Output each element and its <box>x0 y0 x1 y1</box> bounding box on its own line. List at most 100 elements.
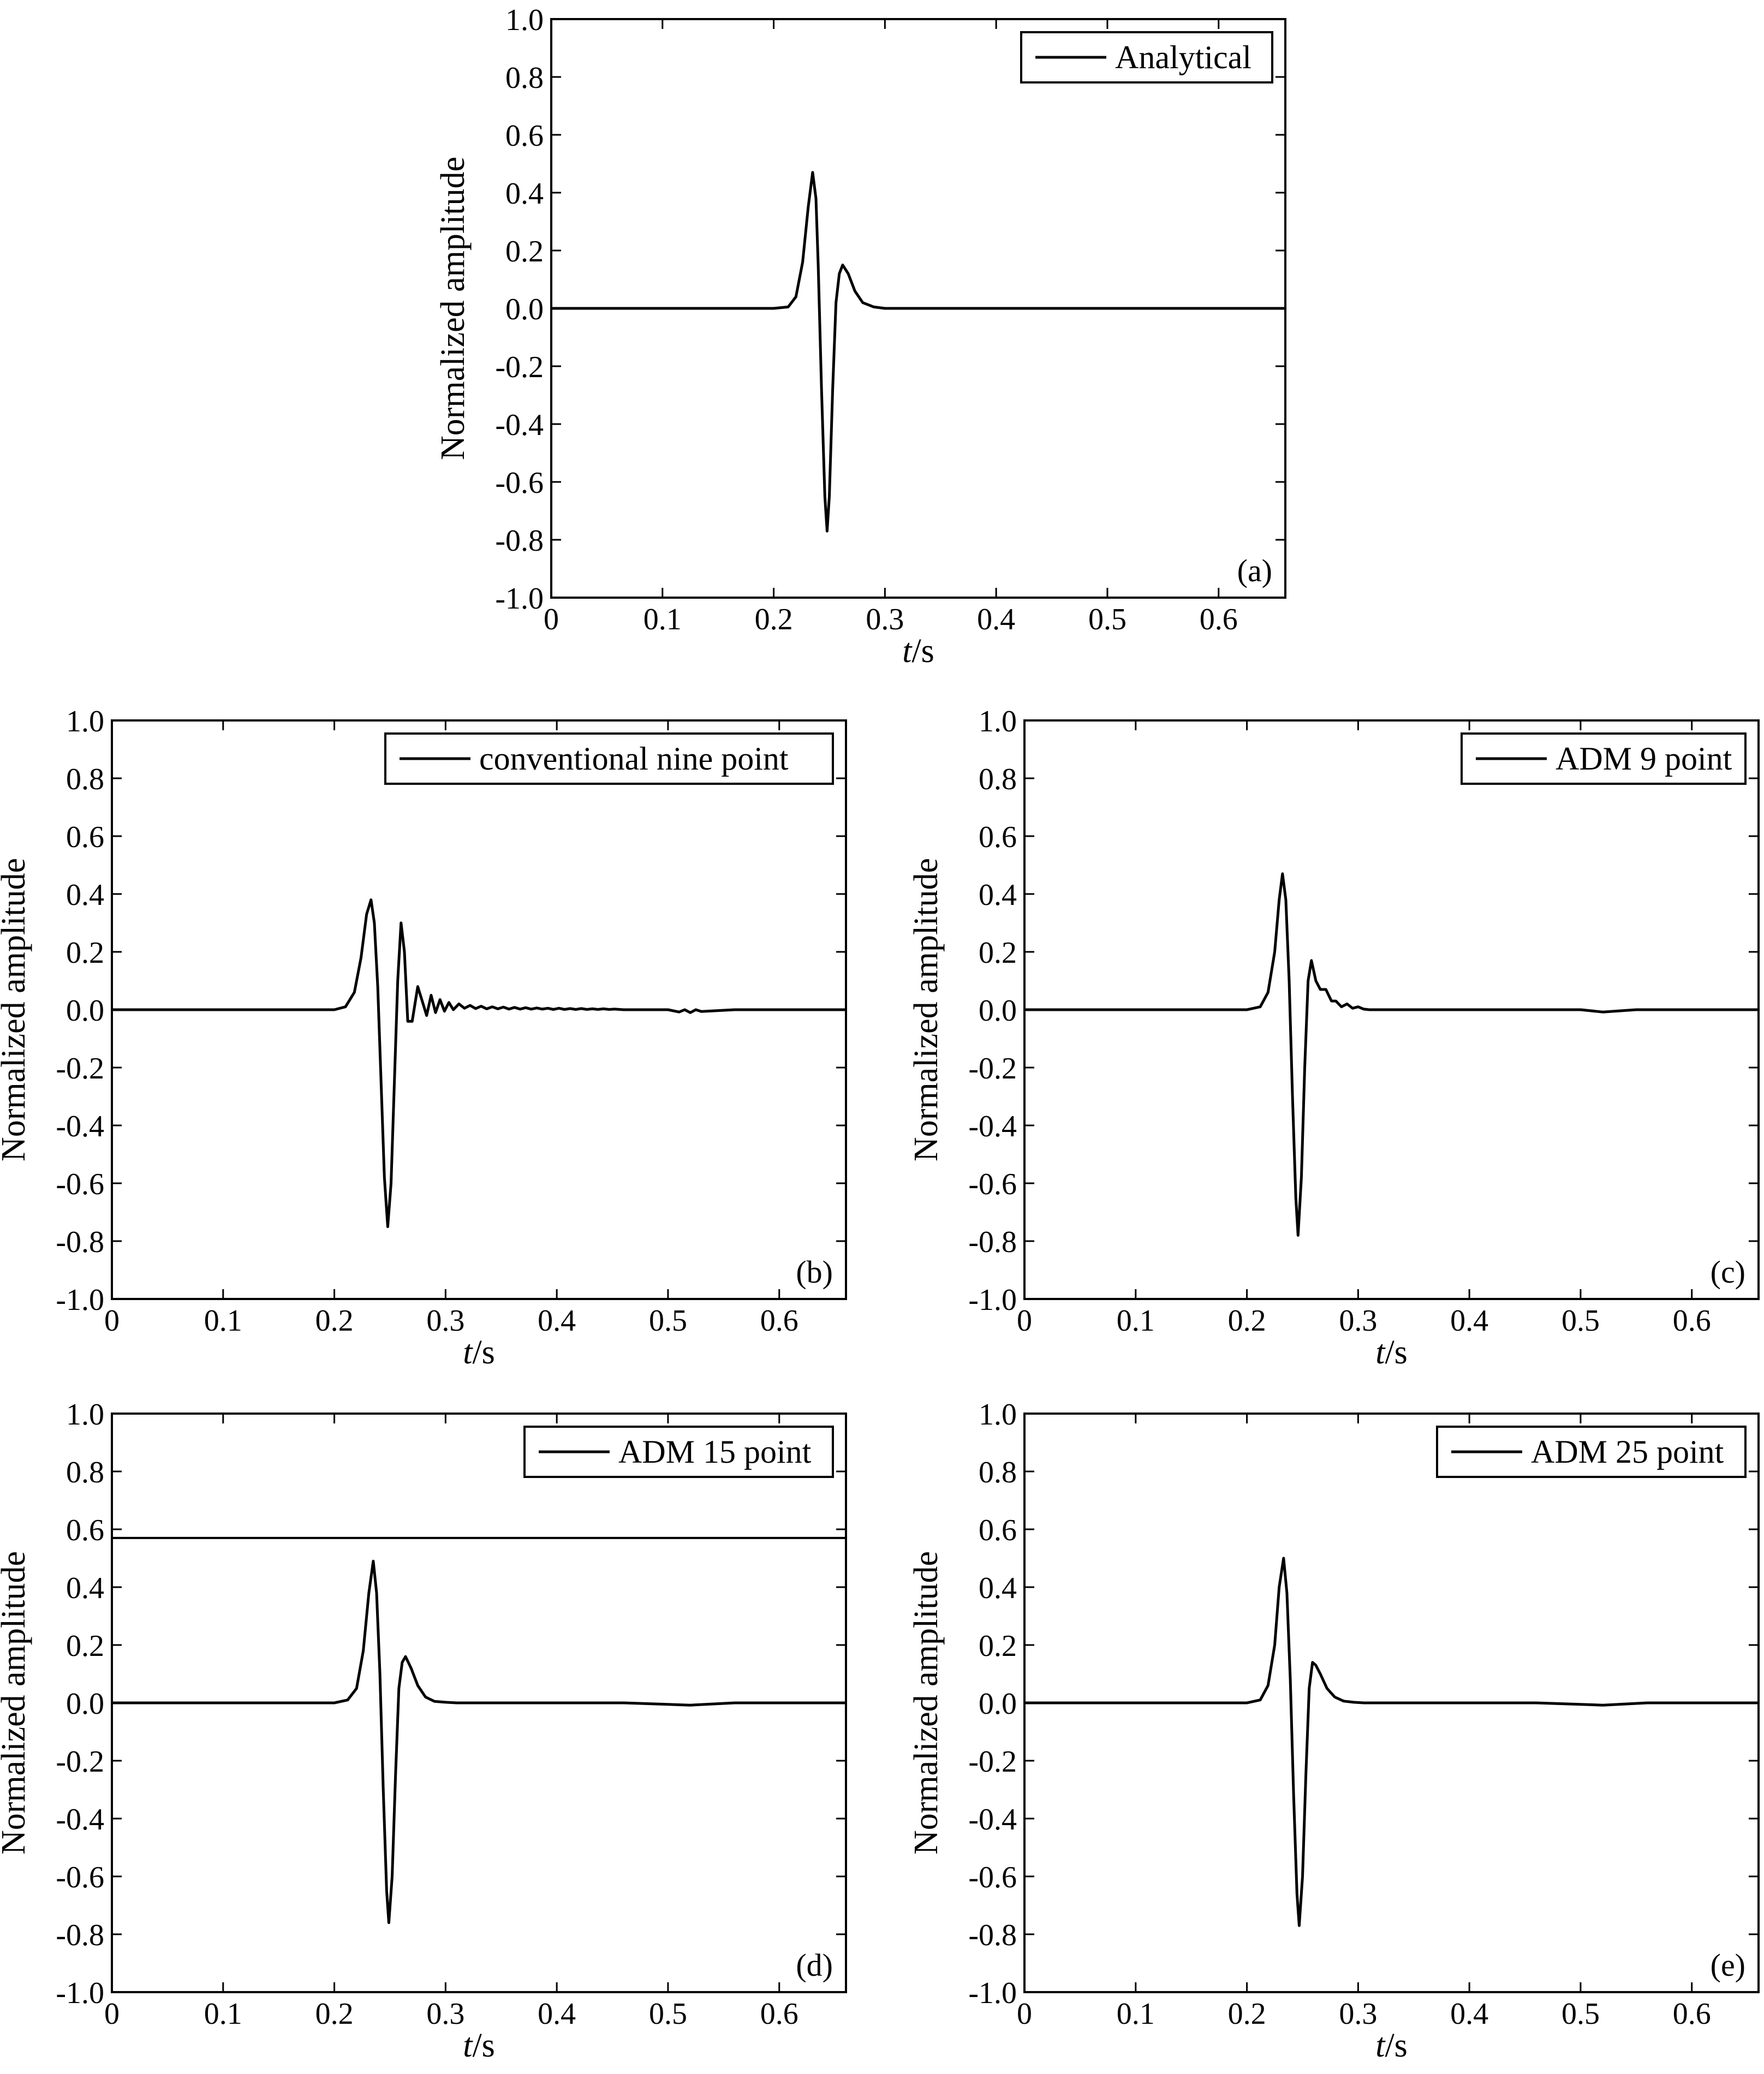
x-tick-label: 0.5 <box>649 1997 687 2031</box>
y-tick-label: -1.0 <box>495 582 544 616</box>
legend: ADM 15 point <box>523 1426 834 1478</box>
x-tick-label: 0 <box>104 1304 120 1338</box>
x-axis-label: t/s <box>463 2027 495 2064</box>
x-tick-label: 0.4 <box>538 1997 576 2031</box>
legend: conventional nine point <box>384 732 834 785</box>
y-tick-label: 0.2 <box>979 936 1017 970</box>
x-tick-label: 0.2 <box>1228 1997 1266 2031</box>
y-tick-label: 0.0 <box>979 994 1017 1028</box>
y-tick-label: -1.0 <box>968 1283 1017 1317</box>
y-tick-label: -0.8 <box>968 1918 1017 1952</box>
x-tick-label: 0.5 <box>1088 603 1127 636</box>
x-tick-label: 0.1 <box>204 1304 242 1338</box>
chart-panel-0: 1.0 0.8 0.6 0.4 0.2 0.0 -0.2 -0.4 -0.6 -0.8 -1.00 0… <box>434 3 1286 670</box>
x-tick-label: 0.3 <box>1339 1304 1377 1338</box>
y-axis-label: Normalized amplitude <box>908 1551 945 1855</box>
panel-label: (a) <box>1237 553 1272 588</box>
y-tick-label: -0.8 <box>495 524 544 558</box>
series-line <box>112 898 846 1228</box>
x-tick-label: 0.1 <box>1117 1304 1155 1338</box>
x-tick-label: 0.6 <box>760 1304 798 1338</box>
y-tick-label: -0.2 <box>495 350 544 384</box>
x-tick-label: 0.2 <box>315 1304 354 1338</box>
x-tick-label: 0.5 <box>1562 1997 1600 2031</box>
y-tick-label: -0.4 <box>56 1110 104 1143</box>
legend-entry: conventional nine point <box>479 741 789 777</box>
y-tick-label: 0.6 <box>979 820 1017 854</box>
y-tick-label: -0.6 <box>495 466 544 500</box>
y-tick-label: 1.0 <box>66 705 104 738</box>
x-tick-label: 0 <box>104 1997 120 2031</box>
y-tick-label: -0.8 <box>56 1225 104 1259</box>
x-axis-label: t/s <box>1375 2027 1408 2064</box>
x-tick-label: 0.1 <box>643 603 682 636</box>
y-axis-label: Normalized amplitude <box>908 858 945 1161</box>
x-tick-label: 0.5 <box>649 1304 687 1338</box>
y-tick-label: 0.2 <box>66 936 104 970</box>
y-tick-label: 0.4 <box>979 878 1017 912</box>
x-tick-label: 0.2 <box>315 1997 354 2031</box>
legend-box <box>384 732 834 785</box>
x-tick-label: 0 <box>544 603 559 636</box>
x-tick-label: 0.6 <box>1200 603 1238 636</box>
y-tick-label: 0.2 <box>505 235 544 269</box>
y-tick-label: 0.8 <box>505 61 544 95</box>
y-tick-label: -0.2 <box>968 1745 1017 1779</box>
x-tick-label: 0.3 <box>866 603 904 636</box>
x-tick-label: 0.1 <box>204 1997 242 2031</box>
x-tick-label: 0.1 <box>1117 1997 1155 2031</box>
x-tick-label: 0.2 <box>1228 1304 1266 1338</box>
y-tick-label: 1.0 <box>505 3 544 37</box>
chart-panel-1: 1.0 0.8 0.6 0.4 0.2 0.0 -0.2 -0.4 -0.6 -0.8 -1.00 0… <box>0 705 847 1371</box>
x-tick-label: 0.4 <box>977 603 1015 636</box>
y-tick-label: -0.2 <box>56 1745 104 1779</box>
x-tick-label: 0.4 <box>1450 1997 1488 2031</box>
y-tick-label: 0.8 <box>66 762 104 796</box>
y-tick-label: 0.4 <box>66 878 104 912</box>
y-tick-label: -0.2 <box>968 1052 1017 1086</box>
series-line <box>551 171 1285 533</box>
y-tick-label: 0.6 <box>979 1513 1017 1547</box>
y-tick-label: -0.8 <box>968 1225 1017 1259</box>
legend-entry: Analytical <box>1115 39 1252 75</box>
x-axis-label: t/s <box>1375 1334 1408 1371</box>
x-axis-label: t/s <box>463 1334 495 1371</box>
y-tick-label: -1.0 <box>56 1976 104 2010</box>
y-axis-label: Normalized amplitude <box>0 858 32 1161</box>
x-tick-label: 0 <box>1017 1997 1032 2031</box>
y-tick-label: -0.4 <box>968 1110 1017 1143</box>
chart-panel-2: 1.0 0.8 0.6 0.4 0.2 0.0 -0.2 -0.4 -0.6 -0.8 -1.00 0… <box>908 705 1760 1371</box>
x-tick-label: 0.3 <box>426 1997 464 2031</box>
series-line <box>1024 872 1759 1237</box>
y-tick-label: 0.4 <box>979 1571 1017 1605</box>
x-axis-label: t/s <box>902 633 934 670</box>
y-tick-label: 0.8 <box>979 762 1017 796</box>
y-tick-label: 0.0 <box>66 994 104 1028</box>
y-axis-label: Normalized amplitude <box>434 157 472 460</box>
y-axis-label: Normalized amplitude <box>0 1551 32 1855</box>
y-tick-label: 0.8 <box>979 1456 1017 1489</box>
chart-panel-4: 1.0 0.8 0.6 0.4 0.2 0.0 -0.2 -0.4 -0.6 -0.8 -1.00 0… <box>908 1398 1760 2064</box>
y-tick-label: -0.4 <box>56 1803 104 1837</box>
panel-label: (b) <box>796 1254 833 1290</box>
y-tick-label: 0.6 <box>505 119 544 153</box>
panel-label: (c) <box>1711 1254 1745 1290</box>
y-tick-label: 0.0 <box>979 1687 1017 1721</box>
y-tick-label: -0.4 <box>968 1803 1017 1837</box>
y-tick-label: 1.0 <box>979 1398 1017 1432</box>
legend: Analytical <box>1020 31 1273 84</box>
y-tick-label: -0.8 <box>56 1918 104 1952</box>
y-tick-label: 0.0 <box>505 293 544 326</box>
y-tick-label: -0.6 <box>56 1167 104 1201</box>
panel-label: (d) <box>796 1947 833 1983</box>
y-tick-label: 0.2 <box>979 1629 1017 1663</box>
x-tick-label: 0.3 <box>1339 1997 1377 2031</box>
legend-entry: ADM 15 point <box>618 1434 812 1470</box>
y-tick-label: -0.2 <box>56 1052 104 1086</box>
x-tick-label: 0.4 <box>538 1304 576 1338</box>
panel-label: (e) <box>1711 1947 1745 1983</box>
chart-panel-3: 1.0 0.8 0.6 0.4 0.2 0.0 -0.2 -0.4 -0.6 -0.8 -1.00 0… <box>0 1398 847 2064</box>
series-line <box>112 1559 846 1924</box>
y-tick-label: 0.2 <box>66 1629 104 1663</box>
y-tick-label: 1.0 <box>66 1398 104 1432</box>
